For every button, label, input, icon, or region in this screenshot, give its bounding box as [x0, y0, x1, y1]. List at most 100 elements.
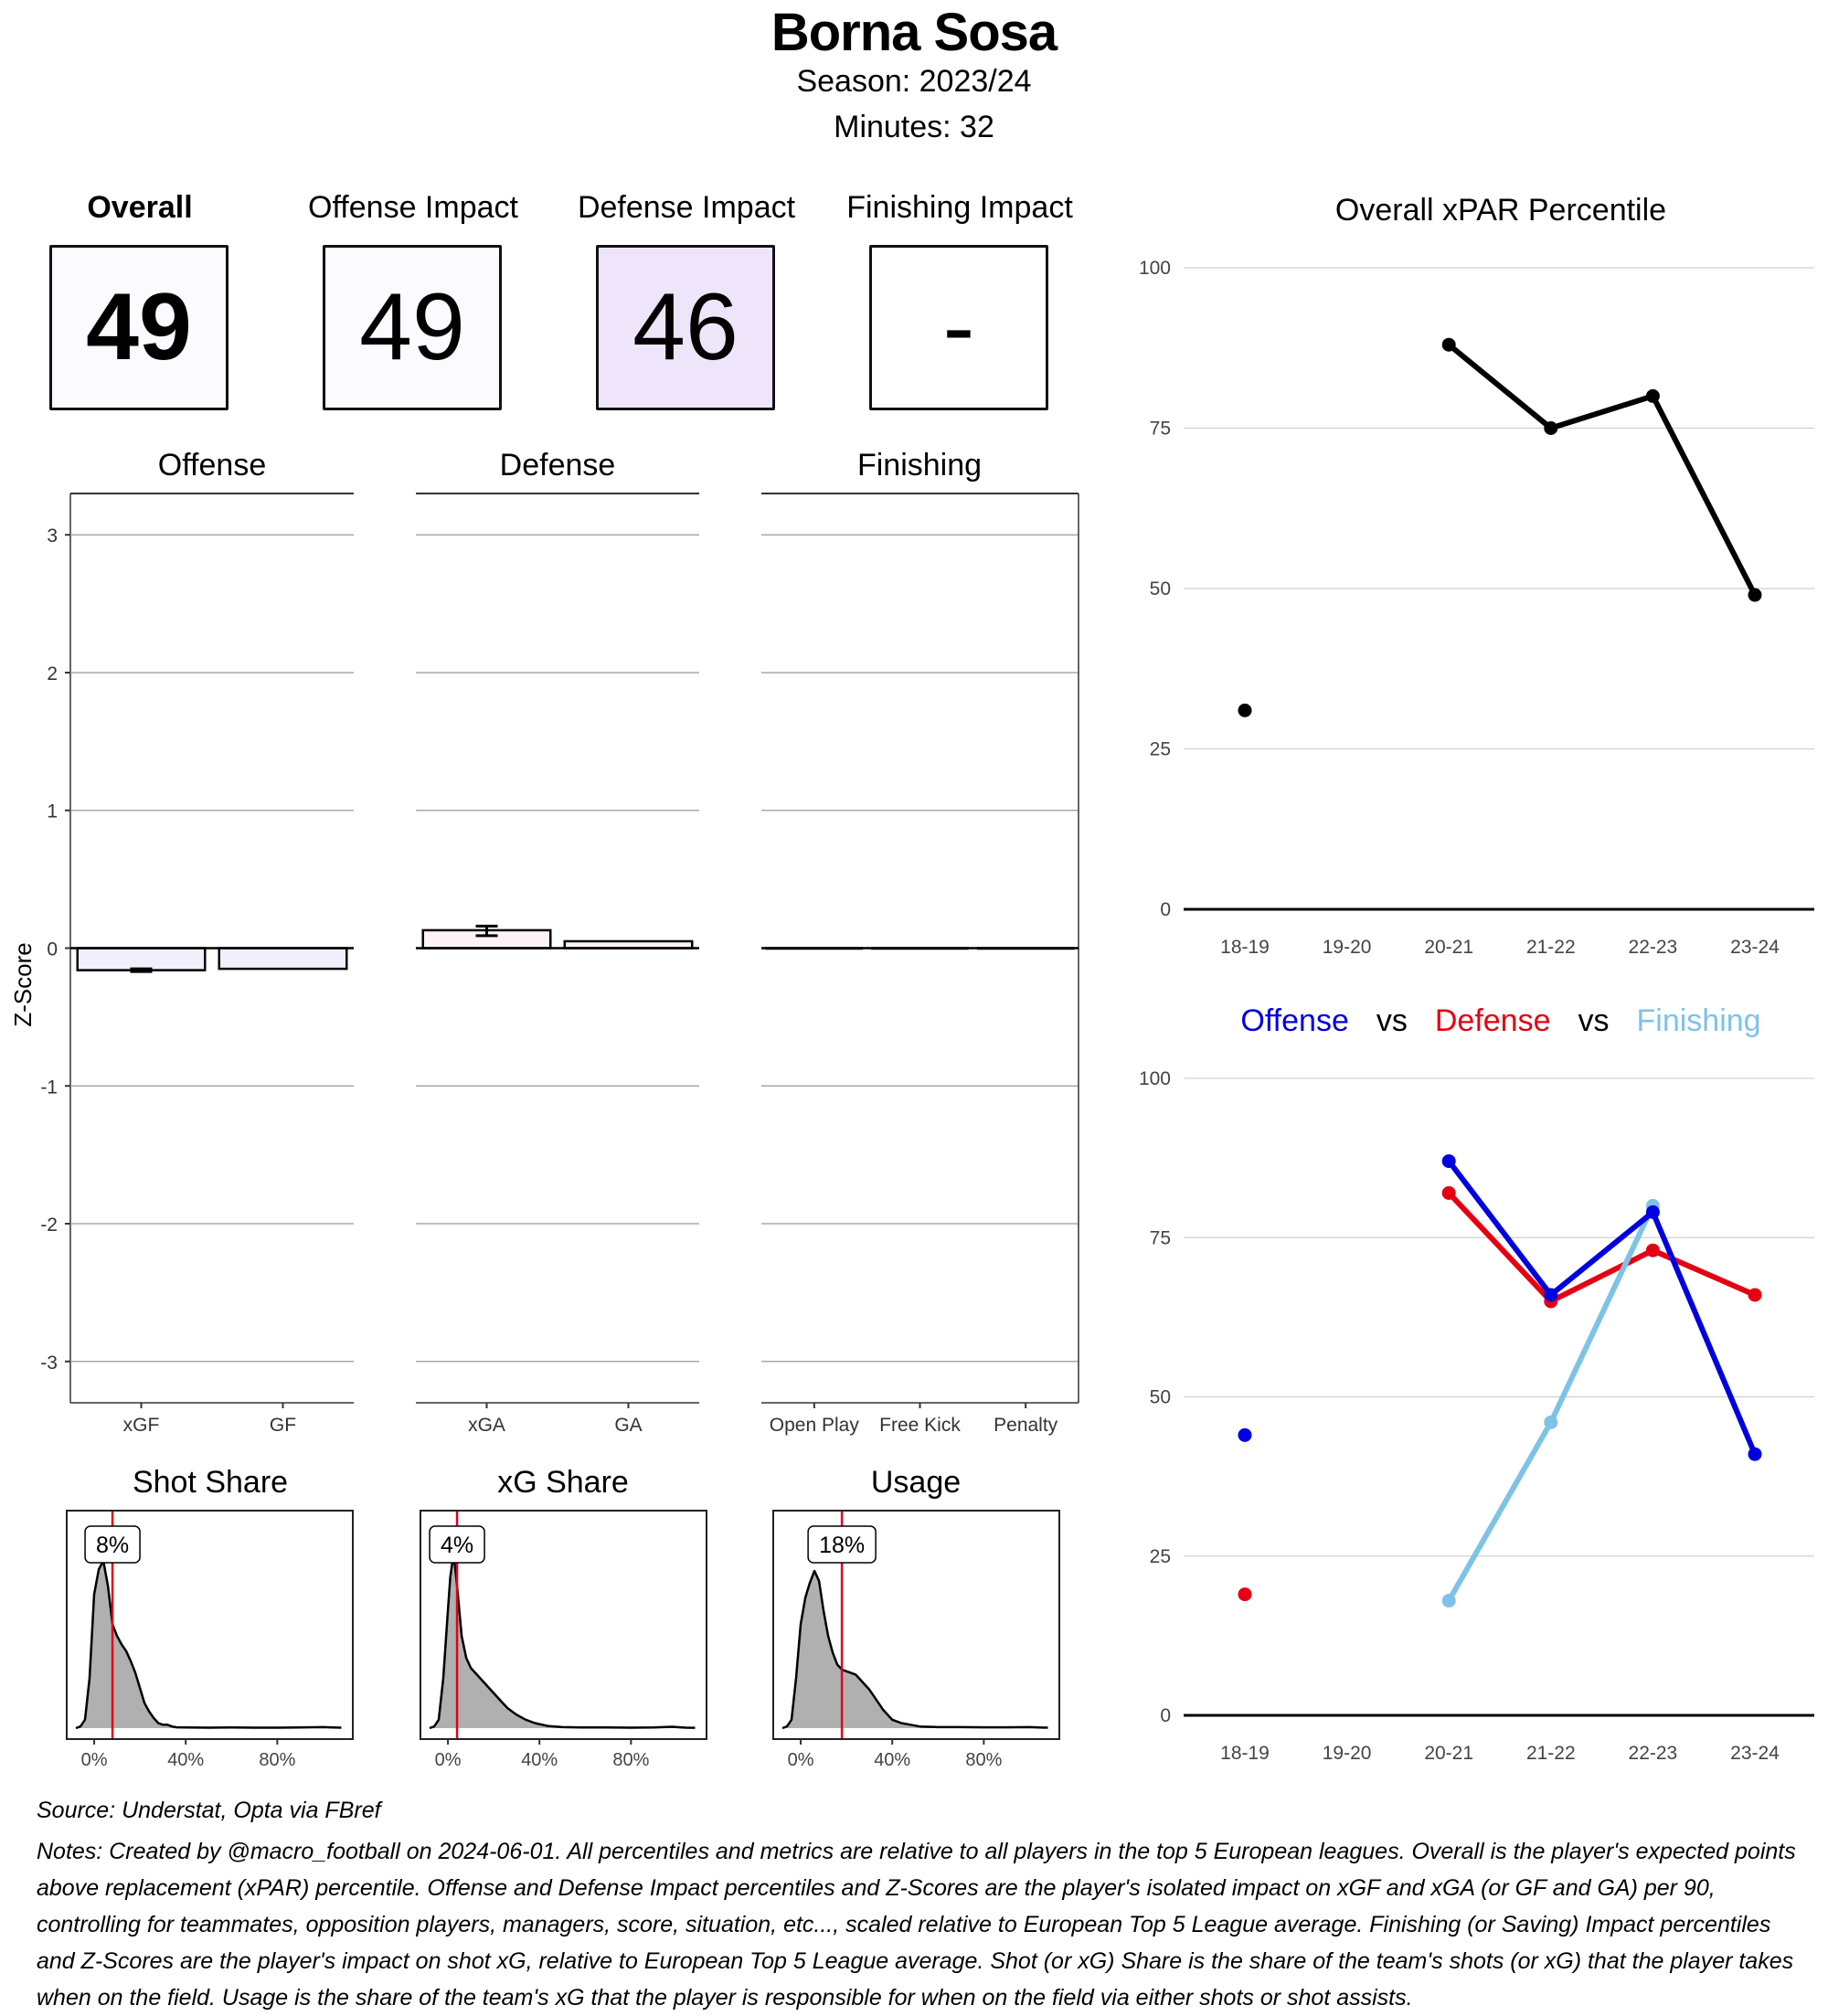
defense-line-segment: [1547, 1247, 1656, 1304]
x-tick-label-22-23: 22-23: [1629, 937, 1678, 958]
density-curve: [75, 1559, 342, 1730]
finishing-point-20-21: [1441, 1594, 1456, 1608]
x-tick-label: Penalty: [994, 1415, 1058, 1436]
y-tick-label: 100: [1139, 1068, 1171, 1089]
season-label: Season: 2023/24: [796, 64, 1032, 99]
density-curve: [429, 1559, 696, 1730]
x-tick-label-18-19: 18-19: [1220, 1743, 1270, 1764]
components-line-chart: Offense vs Defense vs Finishing 0 25 50 75 100 18…: [1139, 1003, 1814, 1764]
y-tick-label: -1: [40, 1077, 58, 1098]
x-tick-label: 0%: [788, 1750, 814, 1770]
methodology-notes: Notes: Created by @macro_football on 202…: [37, 1839, 1796, 2011]
panel-title-defense: Defense: [499, 448, 616, 483]
finishing-point-21-22: [1544, 1415, 1558, 1429]
components-legend-title: Offense vs Defense vs Finishing: [1240, 1003, 1760, 1038]
y-tick-label: 25: [1150, 1546, 1171, 1567]
defense-point-20-21: [1441, 1185, 1456, 1200]
xpar-chart-title: Overall xPAR Percentile: [1335, 193, 1666, 228]
x-tick-label: Open Play: [770, 1415, 860, 1436]
y-tick-label: 2: [47, 663, 58, 684]
overall-xpar-line-chart: Overall xPAR Percentile 0 25 50 75 100 18-19 1…: [1139, 193, 1814, 958]
overall-line-segment: [1547, 393, 1656, 431]
finishing-line-segment: [1547, 1203, 1656, 1426]
y-tick-label: -2: [40, 1215, 58, 1236]
density-area: [76, 1561, 342, 1728]
overall-point-21-22: [1544, 421, 1558, 435]
overall-point-22-23: [1645, 388, 1660, 403]
player-value-label: 4%: [441, 1533, 473, 1558]
x-tick-label: GF: [270, 1415, 296, 1436]
score-label-defense: Defense Impact: [577, 190, 796, 225]
x-tick-label: xGF: [123, 1415, 160, 1436]
y-tick-label: 75: [1150, 1227, 1171, 1248]
x-tick-label: 0%: [435, 1750, 462, 1770]
x-tick-label: 0%: [81, 1750, 108, 1770]
overall-point-18-19: [1238, 703, 1252, 717]
score-box-defense: 46: [596, 245, 775, 410]
x-tick-label-23-24: 23-24: [1730, 937, 1780, 958]
x-tick-label: xGA: [468, 1415, 505, 1436]
score-box-offense: 49: [323, 245, 502, 410]
y-tick-label: 1: [47, 801, 58, 822]
y-tick-label: 50: [1150, 1387, 1171, 1408]
defense-point-23-24: [1748, 1288, 1762, 1302]
x-tick-label-19-20: 19-20: [1323, 937, 1372, 958]
score-value-defense: 46: [632, 274, 739, 380]
x-tick-label-23-24: 23-24: [1730, 1743, 1780, 1764]
x-tick-label: 80%: [612, 1750, 649, 1770]
player-value-label-box: [429, 1525, 485, 1564]
y-tick-label: -3: [40, 1353, 58, 1374]
density-frame: [420, 1510, 707, 1740]
density-curve: [781, 1569, 1048, 1730]
y-tick-label: 0: [1160, 899, 1171, 920]
legend-offense: Offense: [1240, 1003, 1348, 1038]
overall-line-segment: [1650, 393, 1758, 599]
offense-line-segment: [1650, 1209, 1758, 1458]
x-tick-label: 40%: [167, 1750, 204, 1770]
score-box-finishing: -: [869, 245, 1048, 410]
x-tick-label: 80%: [259, 1750, 295, 1770]
offense-point-23-24: [1748, 1447, 1762, 1461]
y-tick-label: 3: [47, 525, 58, 546]
x-tick-label-18-19: 18-19: [1220, 937, 1270, 958]
zscore-axis-label: Z-Score: [9, 942, 37, 1026]
bar-gf: [218, 947, 348, 971]
y-tick-label: 25: [1150, 739, 1171, 760]
y-tick-label: 50: [1150, 578, 1171, 599]
defense-point-18-19: [1238, 1587, 1252, 1602]
density-frame: [772, 1510, 1060, 1740]
density-title-xg-share: xG Share: [497, 1465, 629, 1500]
y-tick-label: 100: [1139, 258, 1171, 279]
player-value-label-box: [84, 1525, 141, 1564]
score-value-finishing: -: [942, 274, 975, 380]
defense-point-22-23: [1645, 1243, 1660, 1257]
overall-point-23-24: [1748, 588, 1762, 602]
offense-line-segment: [1547, 1209, 1656, 1298]
x-tick-label: Free Kick: [879, 1415, 961, 1436]
overall-point-20-21: [1441, 337, 1456, 352]
y-tick-label: 0: [47, 939, 58, 960]
offense-point-22-23: [1645, 1204, 1660, 1219]
x-tick-label: 40%: [874, 1750, 910, 1770]
offense-point-18-19: [1238, 1427, 1252, 1442]
bar-xgf: [76, 947, 207, 971]
source-note: Source: Understat, Opta via FBref: [37, 1798, 381, 1823]
x-tick-label-20-21: 20-21: [1424, 1743, 1473, 1764]
defense-line-segment: [1650, 1247, 1758, 1298]
panel-title-offense: Offense: [157, 448, 267, 483]
legend-finishing: Finishing: [1637, 1003, 1761, 1038]
density-charts: 8% 0% 40% 80% 4% 0% 40% 80% 18% 0% 40% 80%: [66, 1510, 1060, 1770]
score-value-overall: 49: [86, 274, 192, 380]
offense-line-segment: [1446, 1158, 1554, 1298]
overall-line-segment: [1446, 342, 1554, 431]
player-value-label-box: [807, 1525, 877, 1564]
x-tick-label-21-22: 21-22: [1526, 937, 1576, 958]
y-tick-label: 0: [1160, 1705, 1171, 1726]
x-tick-label: GA: [614, 1415, 642, 1436]
legend-vs-1: vs: [1376, 1003, 1408, 1038]
panel-title-finishing: Finishing: [856, 448, 983, 483]
score-box-overall: 49: [49, 245, 228, 410]
density-area: [430, 1561, 696, 1728]
x-tick-label-19-20: 19-20: [1323, 1743, 1372, 1764]
x-tick-label-20-21: 20-21: [1424, 937, 1473, 958]
